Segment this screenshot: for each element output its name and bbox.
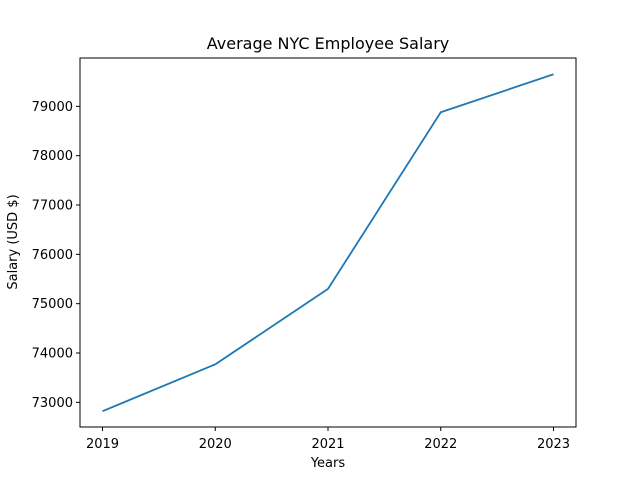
y-tick-label: 78000 bbox=[32, 149, 73, 164]
series-line bbox=[102, 73, 554, 413]
x-tick-label: 2023 bbox=[537, 437, 570, 452]
y-axis-label: Salary (USD $) bbox=[6, 194, 21, 289]
x-tick-label: 2019 bbox=[86, 437, 119, 452]
y-axis-ticks: 73000 74000 75000 76000 77000 78000 79000 bbox=[32, 100, 80, 411]
y-tick-label: 79000 bbox=[32, 100, 73, 115]
plot-area-frame bbox=[79, 57, 577, 428]
x-axis-ticks: 2019 2020 2021 2022 2023 bbox=[86, 427, 570, 452]
x-tick-label: 2020 bbox=[199, 437, 232, 452]
y-tick-label: 77000 bbox=[32, 199, 73, 214]
x-tick-label: 2021 bbox=[311, 437, 344, 452]
x-axis-label: Years bbox=[310, 456, 346, 471]
chart-title: Average NYC Employee Salary bbox=[207, 34, 450, 53]
y-tick-label: 73000 bbox=[32, 396, 73, 411]
x-tick-label: 2022 bbox=[424, 437, 457, 452]
y-tick-label: 76000 bbox=[32, 248, 73, 263]
series-lines bbox=[102, 73, 554, 413]
y-tick-label: 74000 bbox=[32, 347, 73, 362]
y-tick-label: 75000 bbox=[32, 297, 73, 312]
